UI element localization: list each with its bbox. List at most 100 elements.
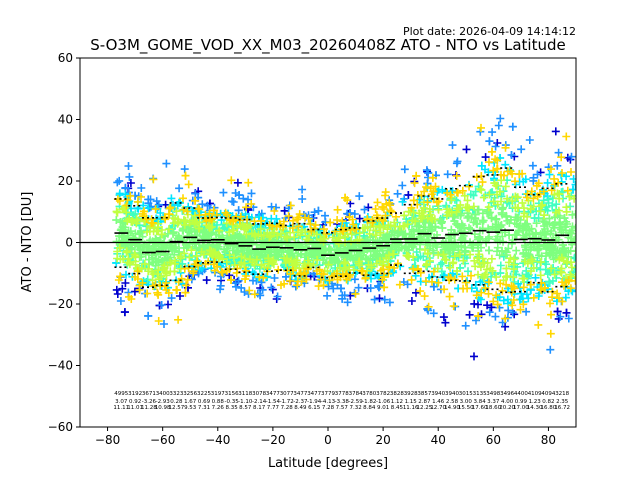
scatter-point — [343, 230, 352, 239]
bin-annotation-text: -0.35 — [224, 399, 239, 405]
scatter-point — [412, 171, 421, 180]
bin-annotation-text: 1.23 — [529, 399, 542, 405]
bin-annotation-text: 7.31 — [198, 405, 210, 411]
scatter-point — [488, 147, 496, 156]
scatter-point — [179, 205, 188, 214]
scatter-point — [347, 237, 356, 246]
scatter-point — [320, 225, 328, 234]
scatter-point — [236, 212, 245, 221]
scatter-point — [250, 290, 259, 299]
scatter-point — [151, 205, 160, 214]
scatter-point — [112, 216, 121, 224]
scatter-point — [552, 200, 561, 209]
scatter-point — [539, 196, 548, 205]
scatter-point — [331, 253, 339, 262]
scatter-point — [465, 310, 474, 319]
bin-annotation-text: 16.72 — [554, 405, 570, 411]
scatter-point — [175, 184, 184, 193]
scatter-point — [471, 262, 480, 271]
scatter-point — [495, 187, 504, 196]
scatter-point — [359, 231, 368, 240]
scatter-point — [198, 200, 207, 209]
scatter-point — [298, 195, 307, 203]
scatter-point — [190, 240, 199, 248]
scatter-point — [400, 165, 409, 174]
scatter-point — [194, 204, 203, 213]
scatter-point — [545, 277, 554, 286]
scatter-point — [125, 258, 134, 267]
scatter-point — [241, 210, 250, 218]
x-ticks: −80 −60 −40 −20 0 20 40 60 80 — [95, 427, 556, 447]
scatter-point — [229, 253, 238, 262]
scatter-point — [384, 254, 393, 263]
scatter-point — [496, 114, 505, 123]
scatter-point — [504, 258, 513, 267]
scatter-point — [355, 192, 364, 201]
scatter-point — [286, 201, 295, 210]
scatter-point — [477, 123, 485, 132]
scatter-point — [422, 277, 430, 286]
scatter-point — [465, 223, 473, 232]
bin-annotation-text: 3078 — [252, 391, 266, 397]
bin-annotation-text: 6.15 — [308, 405, 321, 411]
scatter-point — [121, 279, 130, 287]
bin-annotation-text: 3225 — [197, 391, 211, 397]
scatter-point — [542, 249, 551, 258]
bin-annotation-text: -1.82 — [362, 399, 376, 405]
scatter-point — [135, 281, 144, 290]
scatter-point — [175, 248, 184, 257]
bin-annotation-text: 3857 — [417, 391, 431, 397]
scatter-point — [237, 283, 246, 292]
scatter-point — [336, 244, 345, 253]
scatter-point — [202, 276, 211, 285]
scatter-point — [270, 228, 279, 237]
scatter-point — [525, 136, 534, 144]
scatter-point — [298, 185, 307, 194]
scatter-point — [329, 284, 338, 293]
scatter-point — [409, 253, 418, 261]
scatter-point — [381, 211, 390, 220]
scatter-point — [282, 254, 291, 263]
scatter-point — [501, 143, 510, 152]
scatter-point — [131, 234, 140, 243]
scatter-point — [235, 191, 244, 200]
scatter-point — [274, 251, 283, 260]
scatter-color-group-0 — [112, 127, 575, 361]
scatter-point — [484, 224, 493, 233]
scatter-point — [502, 280, 511, 289]
scatter-point — [485, 158, 493, 167]
scatter-point — [526, 204, 535, 213]
x-tick-label: −60 — [150, 433, 175, 447]
scatter-point — [463, 196, 472, 205]
scatter-point — [481, 236, 490, 245]
scatter-point — [235, 236, 244, 245]
scatter-point — [410, 240, 419, 249]
scatter-point — [337, 284, 345, 293]
scatter-point — [494, 121, 503, 130]
scatter-point — [442, 201, 451, 210]
scatter-point — [565, 192, 574, 201]
scatter-point — [390, 264, 399, 272]
scatter-point — [154, 227, 163, 236]
scatter-point — [498, 286, 507, 295]
scatter-point — [143, 275, 152, 284]
scatter-point — [376, 223, 385, 232]
scatter-point — [436, 260, 445, 269]
scatter-point — [174, 315, 183, 324]
bin-annotation-text: 3779 — [321, 391, 335, 397]
scatter-point — [412, 288, 420, 297]
bin-annotation-text: 3256 — [183, 391, 197, 397]
scatter-point — [185, 253, 194, 262]
scatter-point — [187, 246, 196, 255]
scatter-point — [290, 233, 299, 242]
scatter-point — [258, 285, 267, 294]
bin-annotation-text: 3135 — [473, 391, 487, 397]
scatter-point — [301, 213, 309, 222]
scatter-point — [546, 299, 554, 308]
scatter-point — [508, 197, 517, 205]
bin-annotation-text: 0.99 — [515, 399, 528, 405]
scatter-point — [118, 239, 127, 248]
bin-annotation-text: 3477 — [266, 391, 280, 397]
bin-annotation-text: -3.26 — [142, 399, 157, 405]
scatter-point — [529, 293, 538, 302]
